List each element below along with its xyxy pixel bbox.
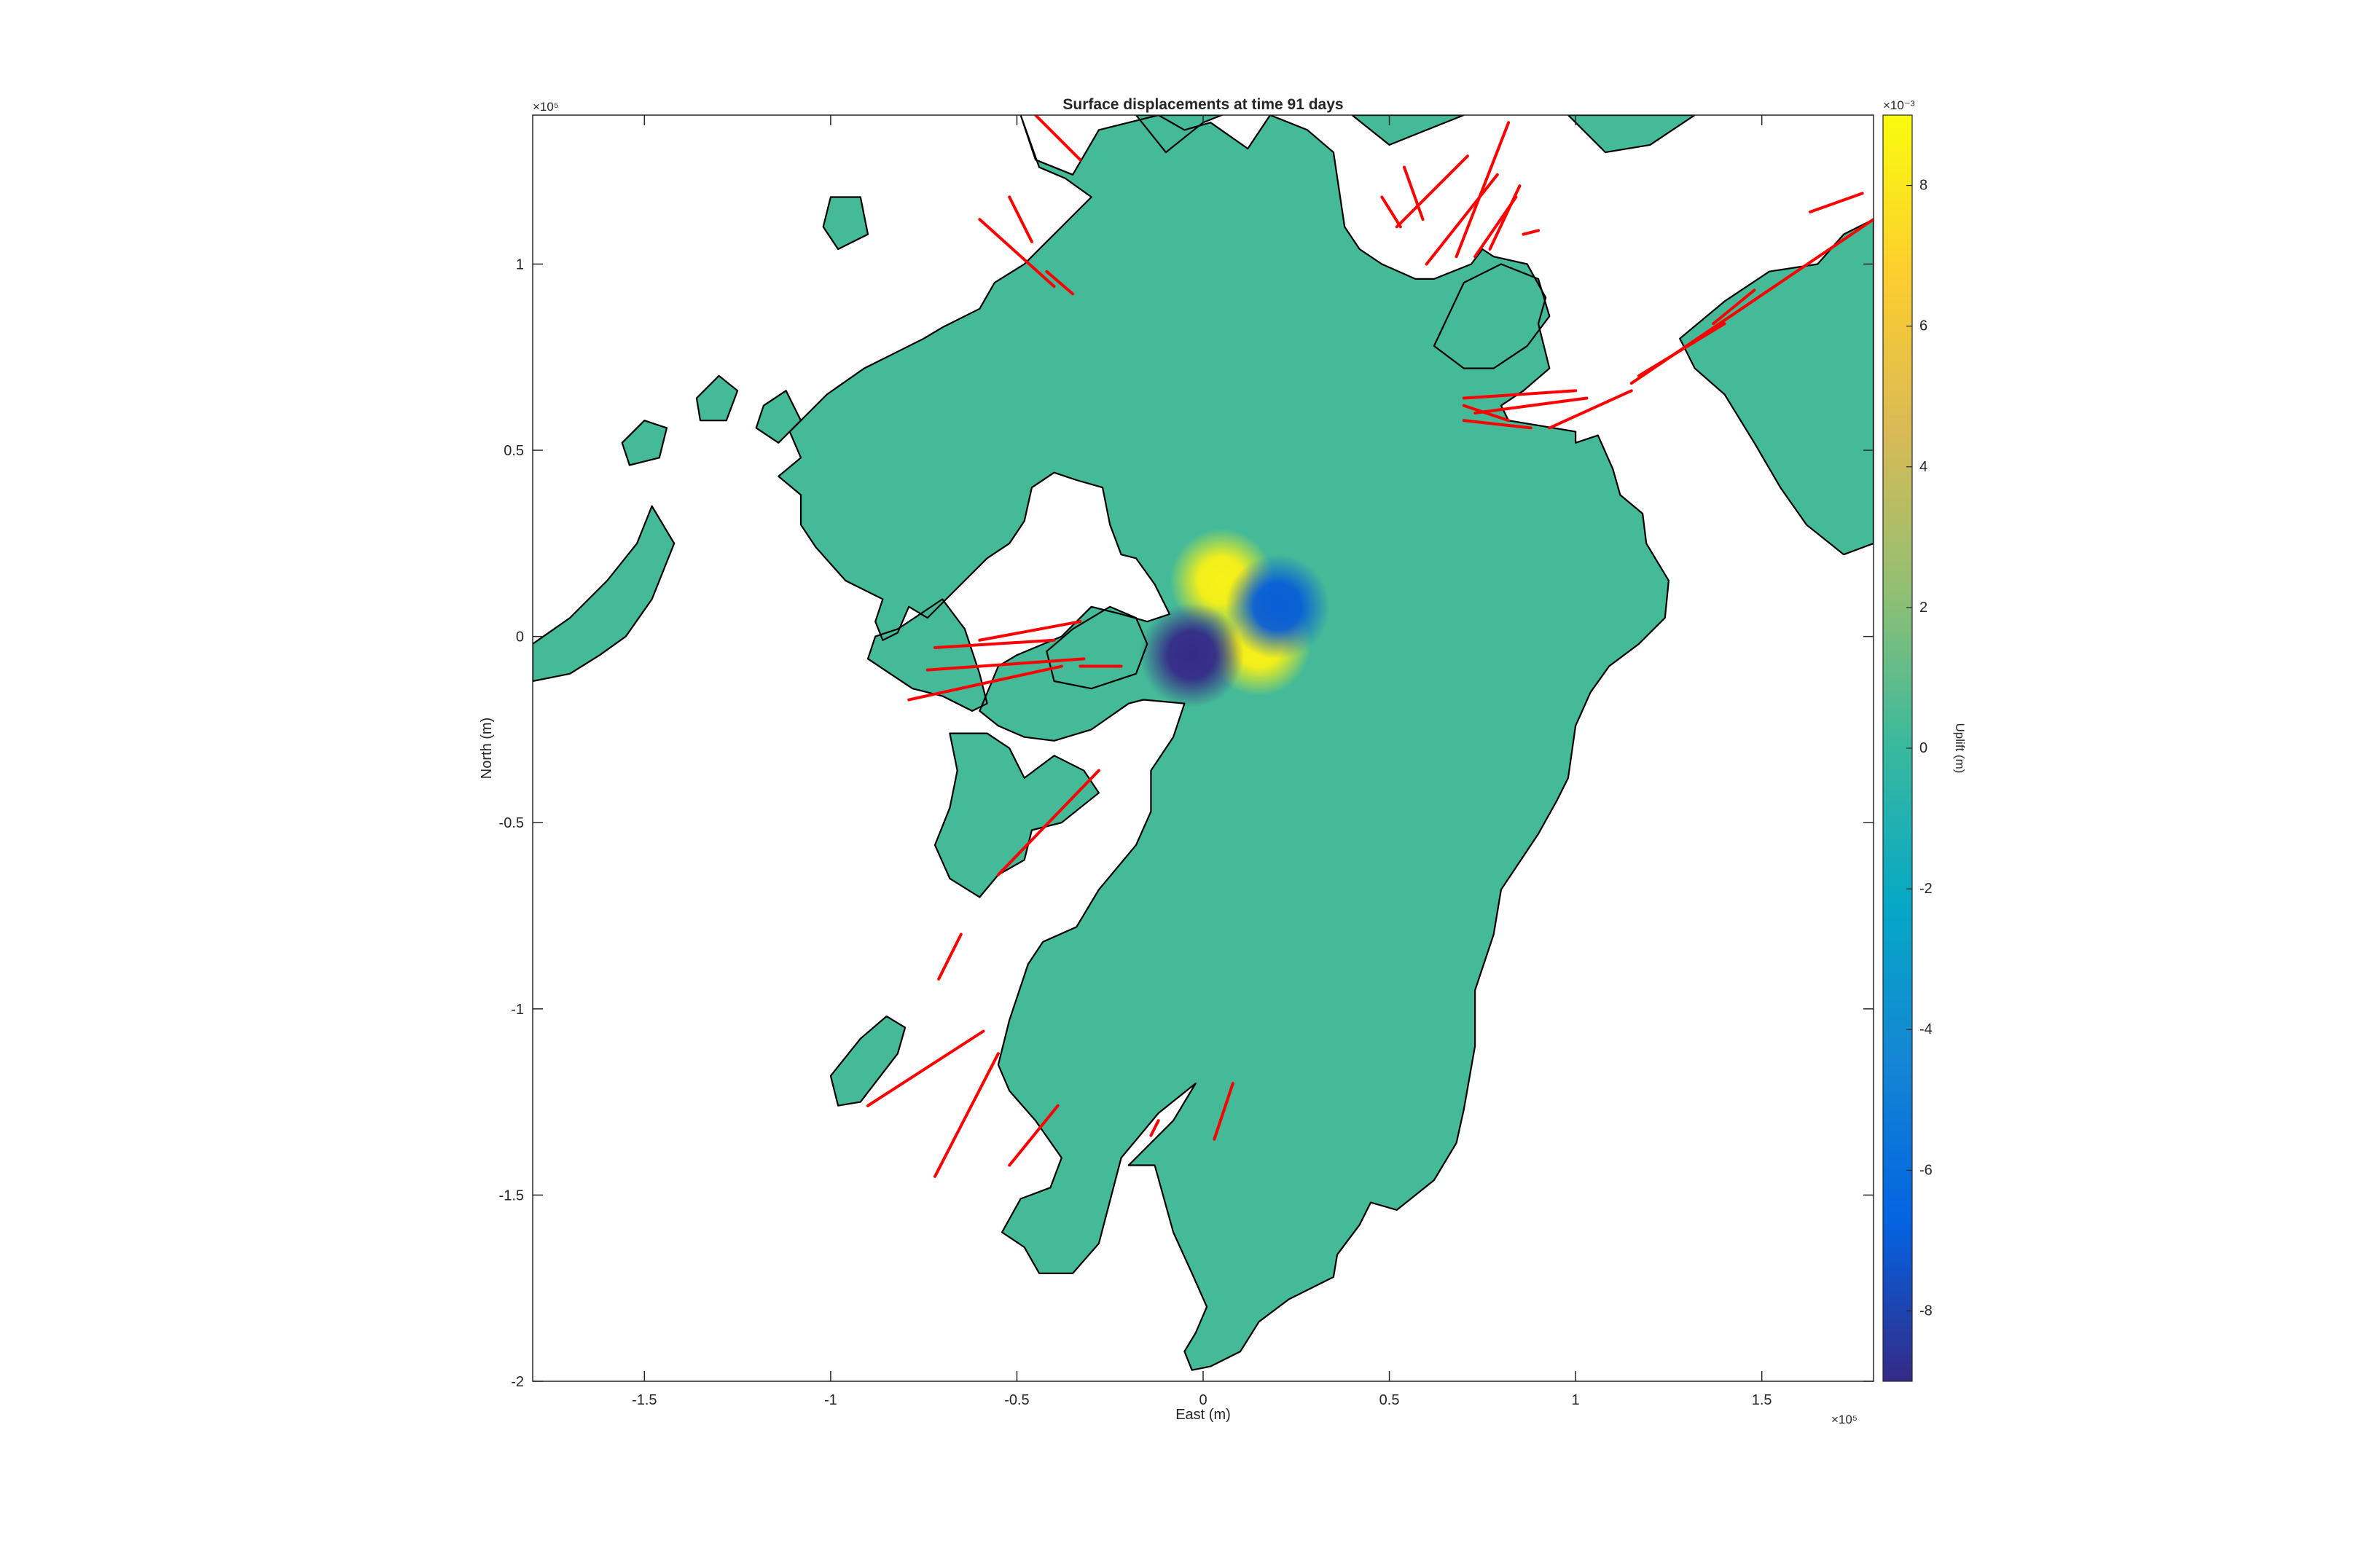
- chart-title: Surface displacements at time 91 days: [1062, 96, 1343, 113]
- x-tick-label-6: 1.5: [1752, 1392, 1772, 1408]
- y-tick-label-1: -1.5: [499, 1187, 524, 1204]
- fault-30: [1008, 1104, 1060, 1167]
- fault-8: [1455, 121, 1511, 259]
- coastline-10: [1567, 115, 1696, 154]
- coastline-11: [822, 196, 869, 251]
- x-tick-label-0: -1.5: [632, 1392, 657, 1408]
- x-tick-label-4: 0.5: [1379, 1392, 1400, 1408]
- coastline-4: [533, 505, 676, 683]
- fault-0: [1034, 115, 1082, 162]
- coastline-1: [933, 732, 1100, 898]
- fault-27: [937, 933, 963, 981]
- plot-area: -1.5 -1 -0.5 0 0.5 1 1.5 -2 -1.5 -1 -0.5 0 0.5 1: [499, 114, 1874, 1408]
- y-tick-label-6: 1: [516, 256, 524, 272]
- coastline-7: [829, 1015, 907, 1107]
- coastline-2: [866, 598, 988, 712]
- fault-7: [1425, 173, 1499, 266]
- fault-22: [925, 657, 1086, 672]
- coastline-12: [755, 390, 802, 444]
- landmass-5: [1680, 219, 1874, 555]
- fault-31: [1149, 1119, 1160, 1137]
- fault-2: [978, 218, 1056, 288]
- landmass-6: [1433, 264, 1550, 369]
- y-tick-label-5: 0.5: [504, 443, 524, 459]
- fault-1: [1008, 195, 1033, 243]
- colorbar-exponent: ×10⁻³: [1883, 98, 1915, 112]
- y-axis-ticks: -2 -1.5 -1 -0.5 0 0.5 1: [499, 256, 1874, 1390]
- fault-10: [1473, 195, 1518, 259]
- x-tick-label-1: -1: [824, 1392, 837, 1408]
- landmass-11: [823, 197, 868, 249]
- fault-32: [1213, 1082, 1234, 1141]
- y-axis-exponent: ×10⁵: [533, 100, 559, 114]
- fault-23: [933, 638, 1056, 649]
- fault-26: [996, 769, 1100, 876]
- x-tick-label-3: 0: [1199, 1392, 1207, 1408]
- fault-20: [1712, 288, 1756, 326]
- fault-28: [866, 1029, 985, 1107]
- fault-24: [907, 664, 1063, 702]
- coastline-14: [695, 374, 739, 422]
- y-tick-label-4: 0: [516, 629, 524, 645]
- coastline-6: [1433, 263, 1551, 369]
- fault-16: [1462, 419, 1532, 430]
- y-axis-label: North (m): [479, 718, 495, 779]
- colorbar-tick-label-1: 6: [1919, 318, 1927, 334]
- landmass-10: [1567, 115, 1695, 153]
- landmass-2: [868, 599, 987, 711]
- fault-19: [1629, 218, 1874, 385]
- x-tick-label-2: -0.5: [1004, 1392, 1029, 1408]
- landmass-1: [935, 733, 1099, 898]
- colorbar-tick-label-0: 8: [1919, 178, 1927, 194]
- fault-15: [1462, 404, 1511, 423]
- fault-layer: [866, 115, 1874, 1178]
- fault-21: [978, 620, 1082, 642]
- fault-17: [1548, 389, 1633, 430]
- landmass-4: [533, 506, 675, 681]
- fault-14: [1473, 396, 1589, 415]
- colorbar-tick-label-2: 4: [1919, 459, 1927, 475]
- fault-12: [1809, 192, 1864, 213]
- colorbar-label: Uplift (m): [1953, 723, 1967, 774]
- fault-3: [1045, 270, 1075, 296]
- landmass-3: [1046, 606, 1148, 689]
- colorbar-ticks: 8 6 4 2 0 -2 -4 -6 -8: [1906, 178, 1933, 1319]
- colorbar-tick-label-3: 2: [1919, 600, 1927, 616]
- colorbar-tick-label-8: -8: [1919, 1303, 1933, 1319]
- uplift-lobe-3: [1225, 554, 1330, 659]
- coastline-5: [1679, 219, 1874, 556]
- landmass-14: [696, 375, 738, 421]
- uplift-lobe-layer: [1140, 528, 1330, 707]
- fault-6: [1395, 154, 1469, 229]
- x-tick-label-5: 1: [1572, 1392, 1580, 1408]
- coastline-13: [621, 420, 668, 466]
- colorbar-tick-label-6: -4: [1919, 1021, 1933, 1037]
- fault-29: [933, 1052, 1000, 1178]
- colorbar-tick-label-5: -2: [1919, 881, 1933, 897]
- x-axis-exponent: ×10⁵: [1831, 1413, 1858, 1426]
- landmass-9: [1352, 115, 1464, 145]
- uplift-lobe-2: [1140, 602, 1245, 707]
- x-axis-ticks: -1.5 -1 -0.5 0 0.5 1 1.5: [632, 115, 1772, 1408]
- coastline-9: [1351, 115, 1465, 146]
- y-tick-label-2: -1: [511, 1002, 524, 1018]
- fault-5: [1403, 165, 1425, 221]
- colorbar-tick-label-4: 0: [1919, 740, 1927, 756]
- fault-11: [1522, 229, 1540, 236]
- y-tick-label-0: -2: [511, 1374, 524, 1390]
- landmass-7: [830, 1016, 906, 1106]
- colorbar-tick-label-7: -6: [1919, 1162, 1933, 1178]
- y-tick-label-3: -0.5: [499, 815, 524, 831]
- fault-4: [1380, 195, 1402, 229]
- colorbar: 8 6 4 2 0 -2 -4 -6 -8 Uplift (m) ×10⁻³: [1882, 98, 1967, 1382]
- fault-13: [1462, 389, 1578, 400]
- x-axis-label: East (m): [1175, 1407, 1231, 1423]
